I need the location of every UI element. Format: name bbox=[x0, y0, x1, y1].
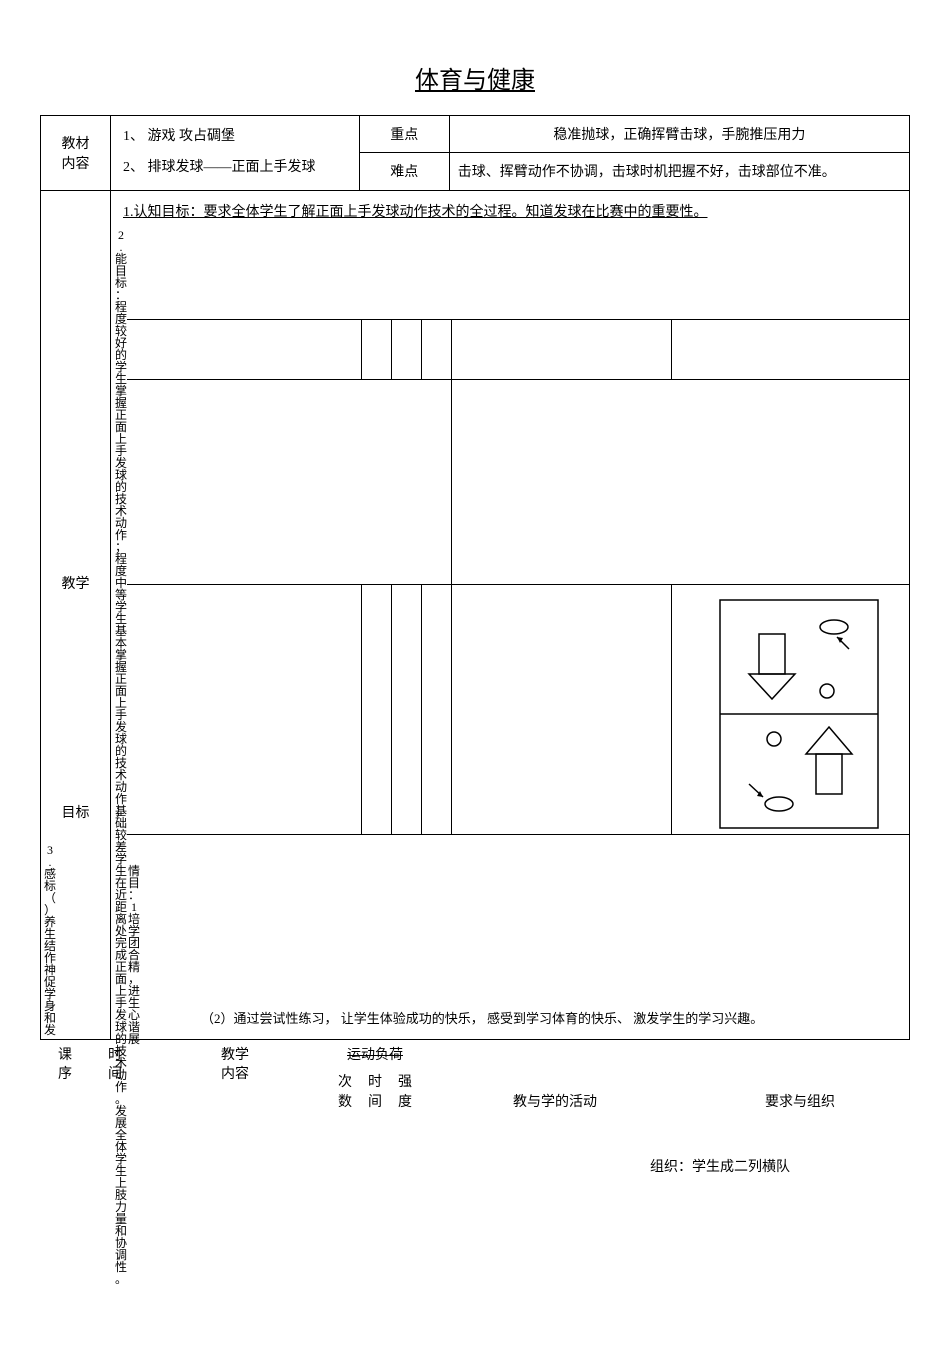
goals-content: 1.认知目标：要求全体学生了解正面上手发球动作技术的全过程。知道发球在比赛中的重… bbox=[111, 190, 910, 1039]
material-row-1: 教材 内容 1、 游戏 攻占碉堡 2、 排球发球——正面上手发球 重点 稳准抛球… bbox=[41, 116, 910, 153]
goal-2-vertical: 2.能目标：程度较好的学生掌握正面上手发球的技术动作；程度中等学生基本掌握正面上… bbox=[113, 229, 129, 817]
bottom-header-wrap: 课序 时间 教学内容 运动负荷 教与学的活动 要求与组织 次数 时间 bbox=[40, 1042, 910, 1117]
goal-3-prefix-vert: 3.感标（）养生结作神促学身和发 bbox=[43, 844, 57, 1036]
formation-diagram bbox=[719, 599, 879, 829]
material-line-2: 2、 排球发球——正面上手发球 bbox=[123, 153, 351, 184]
goal-3-vertical: 情目：1培学团合精，进生心谐展 bbox=[127, 865, 141, 1045]
goals-label-bottom: 目标 bbox=[62, 806, 90, 821]
col-load-header: 运动负荷 bbox=[330, 1042, 420, 1070]
col-activities: 教与学的活动 bbox=[420, 1042, 690, 1117]
goal-line-1: 1.认知目标：要求全体学生了解正面上手发球动作技术的全过程。知道发球在比赛中的重… bbox=[111, 191, 909, 229]
bottom-header-table: 课序 时间 教学内容 运动负荷 教与学的活动 要求与组织 次数 时间 bbox=[40, 1042, 910, 1117]
material-label: 教材 内容 bbox=[41, 116, 111, 191]
col-intensity: 强度 bbox=[390, 1069, 420, 1116]
material-line-1: 1、 游戏 攻占碉堡 bbox=[123, 122, 351, 153]
page-title: 体育与健康 bbox=[40, 60, 910, 95]
col-time: 时间 bbox=[90, 1042, 140, 1117]
col-count: 次数 bbox=[330, 1069, 360, 1116]
lesson-plan-table: 教材 内容 1、 游戏 攻占碉堡 2、 排球发球——正面上手发球 重点 稳准抛球… bbox=[40, 115, 910, 1040]
material-label-bottom: 内容 bbox=[62, 157, 90, 172]
goals-label: 教学 目标 3.感标（）养生结作神促学身和发 bbox=[41, 190, 111, 1039]
goals-body: 2.能目标：程度较好的学生掌握正面上手发球的技术动作；程度中等学生基本掌握正面上… bbox=[111, 229, 909, 1039]
col-duration: 时间 bbox=[360, 1069, 390, 1116]
col-sequence: 课序 bbox=[40, 1042, 90, 1117]
material-content: 1、 游戏 攻占碉堡 2、 排球发球——正面上手发球 bbox=[111, 116, 360, 191]
col-teaching-content: 教学内容 bbox=[140, 1042, 330, 1117]
footer-note: 组织：学生成二列横队 bbox=[40, 1156, 910, 1176]
goals-row: 教学 目标 3.感标（）养生结作神促学身和发 1.认知目标：要求全体学生了解正面… bbox=[41, 190, 910, 1039]
col-requirements: 要求与组织 bbox=[690, 1042, 910, 1117]
material-label-top: 教材 bbox=[62, 137, 90, 152]
difficulty-value: 击球、挥臂动作不协调，击球时机把握不好，击球部位不准。 bbox=[449, 153, 909, 190]
difficulty-label: 难点 bbox=[359, 153, 449, 190]
keypoint-value: 稳准抛球，正确挥臂击球，手腕推压用力 bbox=[449, 116, 909, 153]
keypoint-label: 重点 bbox=[359, 116, 449, 153]
goals-label-top: 教学 bbox=[62, 577, 90, 592]
goal-3-line: （2）通过尝试性练习， 让学生体验成功的快乐， 感受到学习体育的快乐、 激发学生… bbox=[201, 1008, 899, 1027]
